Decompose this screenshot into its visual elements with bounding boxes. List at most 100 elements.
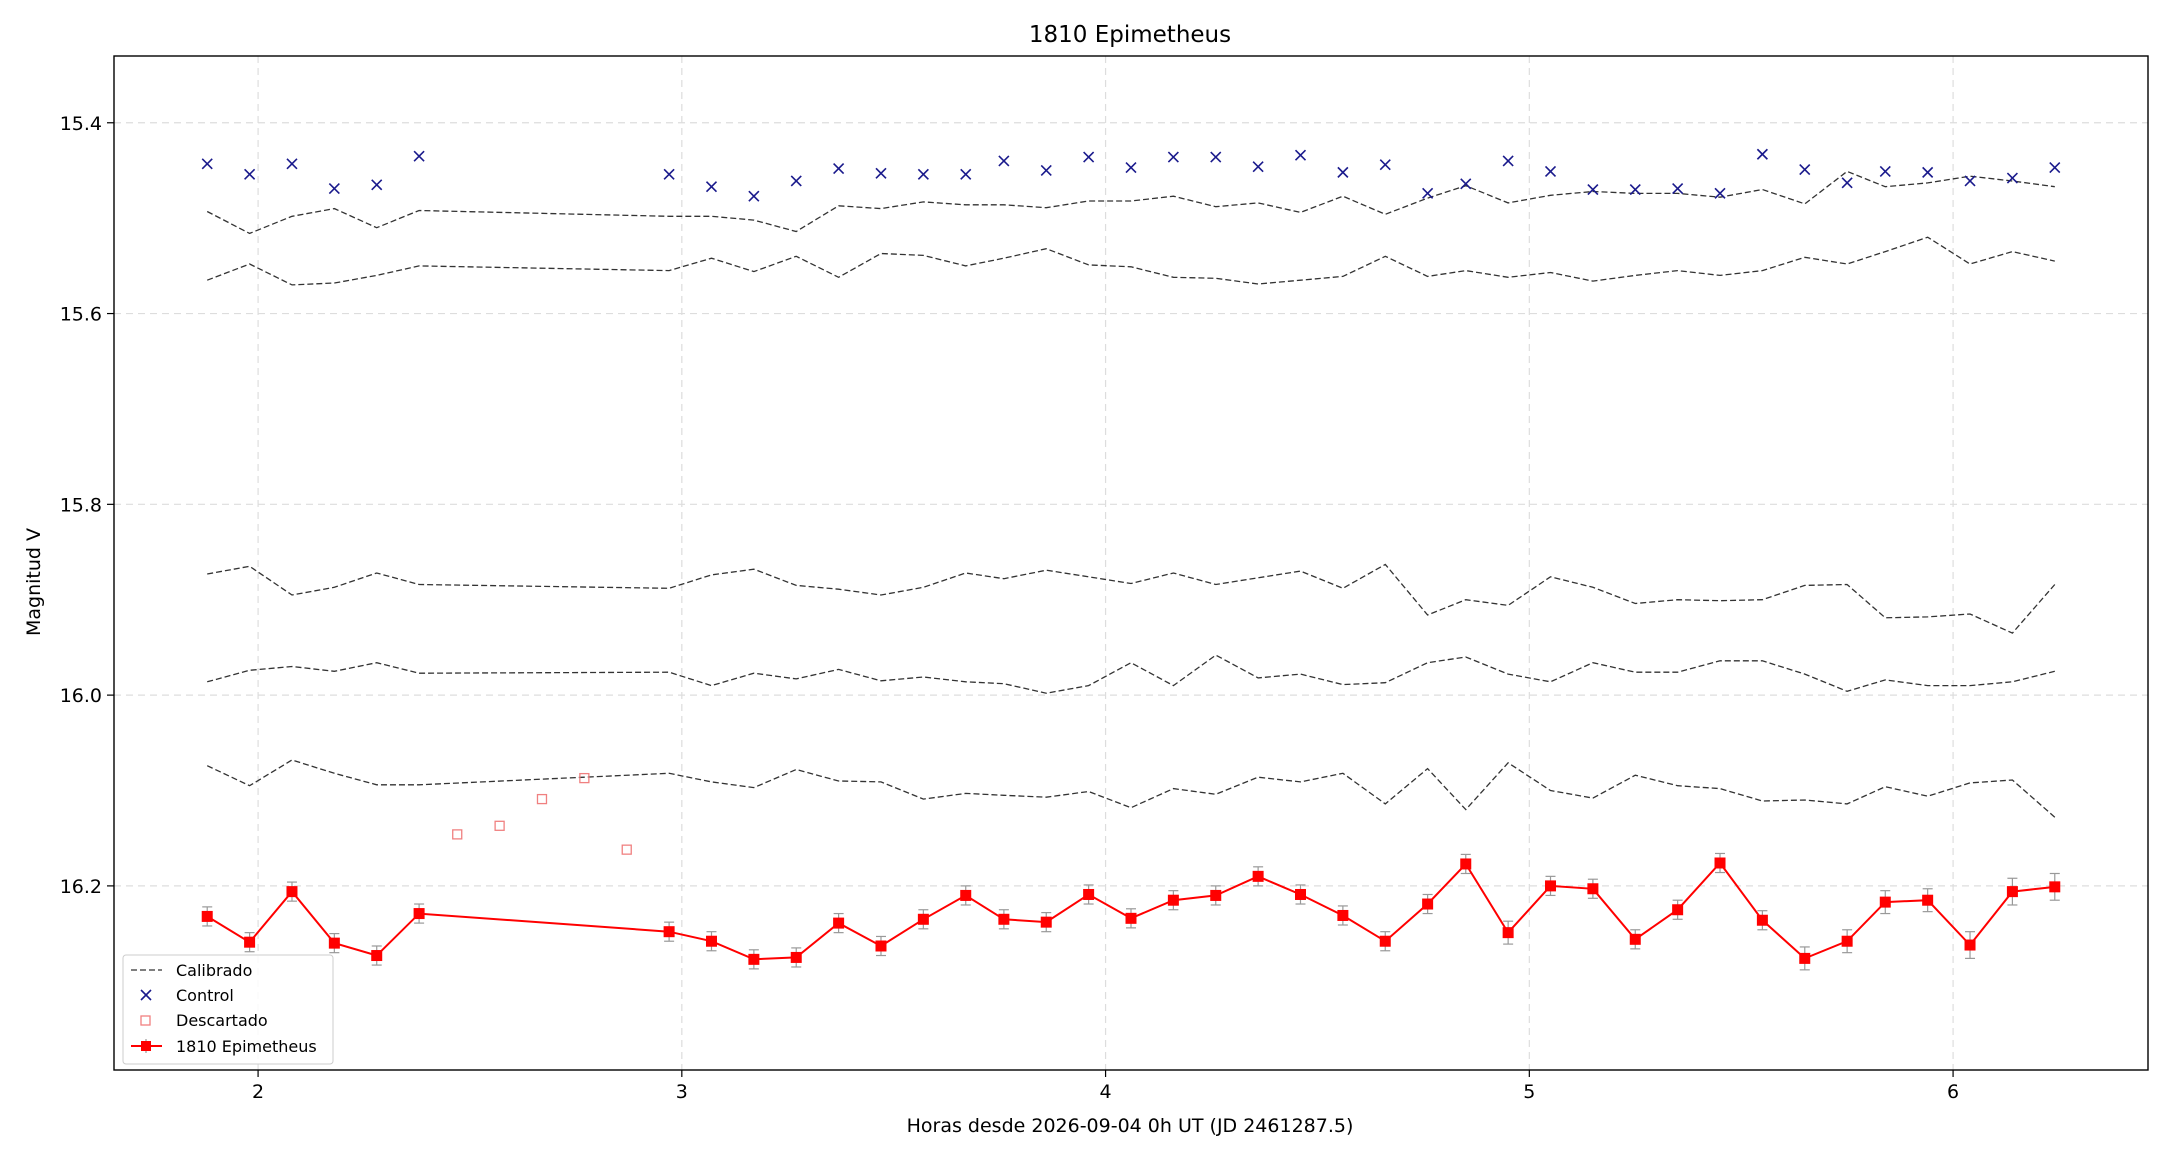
legend-asteroid-marker xyxy=(141,1041,151,1051)
control-point xyxy=(1294,149,1307,161)
asteroid-point xyxy=(1337,909,1349,921)
asteroid-point xyxy=(1252,870,1264,882)
control-point xyxy=(413,150,425,162)
asteroid-point xyxy=(1545,880,1557,892)
control-point xyxy=(1922,166,1934,178)
legend-control-swatch xyxy=(140,989,152,1001)
calibrado-line-5 xyxy=(206,759,2056,818)
asteroid-line xyxy=(206,861,2055,961)
control-point xyxy=(1841,177,1853,189)
descartado-point xyxy=(494,820,505,831)
asteroid-point xyxy=(705,935,717,947)
control-point xyxy=(1460,178,1472,190)
control-point xyxy=(2006,172,2018,184)
asteroid-point xyxy=(917,913,929,925)
x-axis-ticks: 2 3 4 5 6 xyxy=(252,1070,1959,1103)
asteroid-point xyxy=(1629,933,1641,945)
asteroid-point xyxy=(875,940,887,952)
control-point xyxy=(1799,163,1811,176)
descartado-point xyxy=(536,793,548,805)
calibrado-line-2 xyxy=(206,236,2055,286)
asteroid-point xyxy=(998,913,1010,925)
asteroid-point xyxy=(960,889,972,901)
asteroid-point xyxy=(1379,935,1391,947)
asteroid-point xyxy=(2006,886,2018,898)
control-point xyxy=(1879,165,1891,177)
descartado-series-group xyxy=(452,772,632,855)
control-point xyxy=(998,155,1010,167)
asteroid-point xyxy=(790,951,802,963)
asteroid-point xyxy=(1964,939,1976,951)
control-point xyxy=(1964,175,1976,187)
control-point xyxy=(1672,183,1684,195)
asteroid-point xyxy=(244,936,256,948)
control-point xyxy=(705,181,718,193)
asteroid-point xyxy=(833,917,845,929)
control-point xyxy=(244,168,256,180)
asteroid-point xyxy=(2049,881,2061,893)
control-point xyxy=(960,168,972,180)
legend-box xyxy=(122,954,334,1065)
control-point xyxy=(1422,187,1434,199)
asteroid-point xyxy=(1799,952,1811,964)
legend-descartado-swatch xyxy=(140,1015,151,1026)
control-point xyxy=(1756,148,1768,160)
asteroid-point xyxy=(1040,916,1052,928)
control-point xyxy=(790,175,802,187)
asteroid-point xyxy=(663,926,675,938)
control-point xyxy=(1252,161,1264,173)
legend-descartado-label: Descartado xyxy=(176,1011,268,1030)
asteroid-point xyxy=(1756,914,1768,926)
asteroid-point xyxy=(1587,883,1599,895)
control-point xyxy=(1337,166,1349,178)
control-point xyxy=(833,162,845,175)
control-point xyxy=(1587,183,1599,196)
control-point xyxy=(917,168,929,180)
control-point xyxy=(1714,187,1726,199)
asteroid-point xyxy=(201,910,213,922)
asteroid-point xyxy=(1672,904,1684,916)
control-point xyxy=(663,168,675,180)
y-tick-label-0: 15.4 xyxy=(60,113,102,135)
calibrado-line-3 xyxy=(207,563,2056,634)
control-point xyxy=(875,167,887,179)
control-point xyxy=(371,179,383,191)
asteroid-point xyxy=(1295,888,1306,900)
asteroid-point xyxy=(328,937,340,949)
control-point xyxy=(1629,183,1641,196)
y-axis-ticks: 15.4 15.6 15.8 16.0 16.2 xyxy=(60,113,114,898)
legend-control-label: Control xyxy=(176,986,234,1005)
asteroid-point xyxy=(1210,889,1222,901)
x-axis-label: Horas desde 2026-09-04 0h UT (JD 2461287… xyxy=(907,1115,1354,1137)
asteroid-point xyxy=(1167,894,1179,906)
x-tick-label-6: 6 xyxy=(1947,1081,1959,1103)
asteroid-point xyxy=(1502,927,1514,939)
descartado-point xyxy=(579,772,590,784)
control-point xyxy=(1083,151,1095,163)
asteroid-point xyxy=(748,953,760,965)
plot-area-frame xyxy=(113,55,2149,1071)
control-point xyxy=(1210,151,1222,163)
legend-calibrado-label: Calibrado xyxy=(176,961,252,980)
control-point xyxy=(1379,159,1391,171)
y-tick-label-4: 16.2 xyxy=(60,876,102,898)
x-tick-label-3: 3 xyxy=(676,1081,688,1103)
y-tick-label-1: 15.6 xyxy=(60,304,102,326)
control-point xyxy=(1544,165,1557,177)
asteroid-point xyxy=(1083,888,1095,900)
calibrado-series-group xyxy=(206,170,2056,818)
calibrado-line-4 xyxy=(207,654,2055,694)
descartado-point xyxy=(452,829,463,840)
y-tick-label-2: 15.8 xyxy=(60,494,102,516)
asteroid-point xyxy=(1841,935,1853,947)
descartado-point xyxy=(621,844,632,855)
asteroid-series-group xyxy=(201,852,2061,971)
control-point xyxy=(328,183,340,195)
y-axis-label: Magnitud V xyxy=(23,528,45,636)
control-point xyxy=(1125,162,1137,174)
asteroid-point xyxy=(371,950,383,962)
asteroid-point xyxy=(1714,857,1726,869)
legend: Calibrado Control Descartado 1810 Epimet… xyxy=(122,954,334,1065)
control-point xyxy=(286,158,298,170)
asteroid-point xyxy=(1422,898,1434,910)
